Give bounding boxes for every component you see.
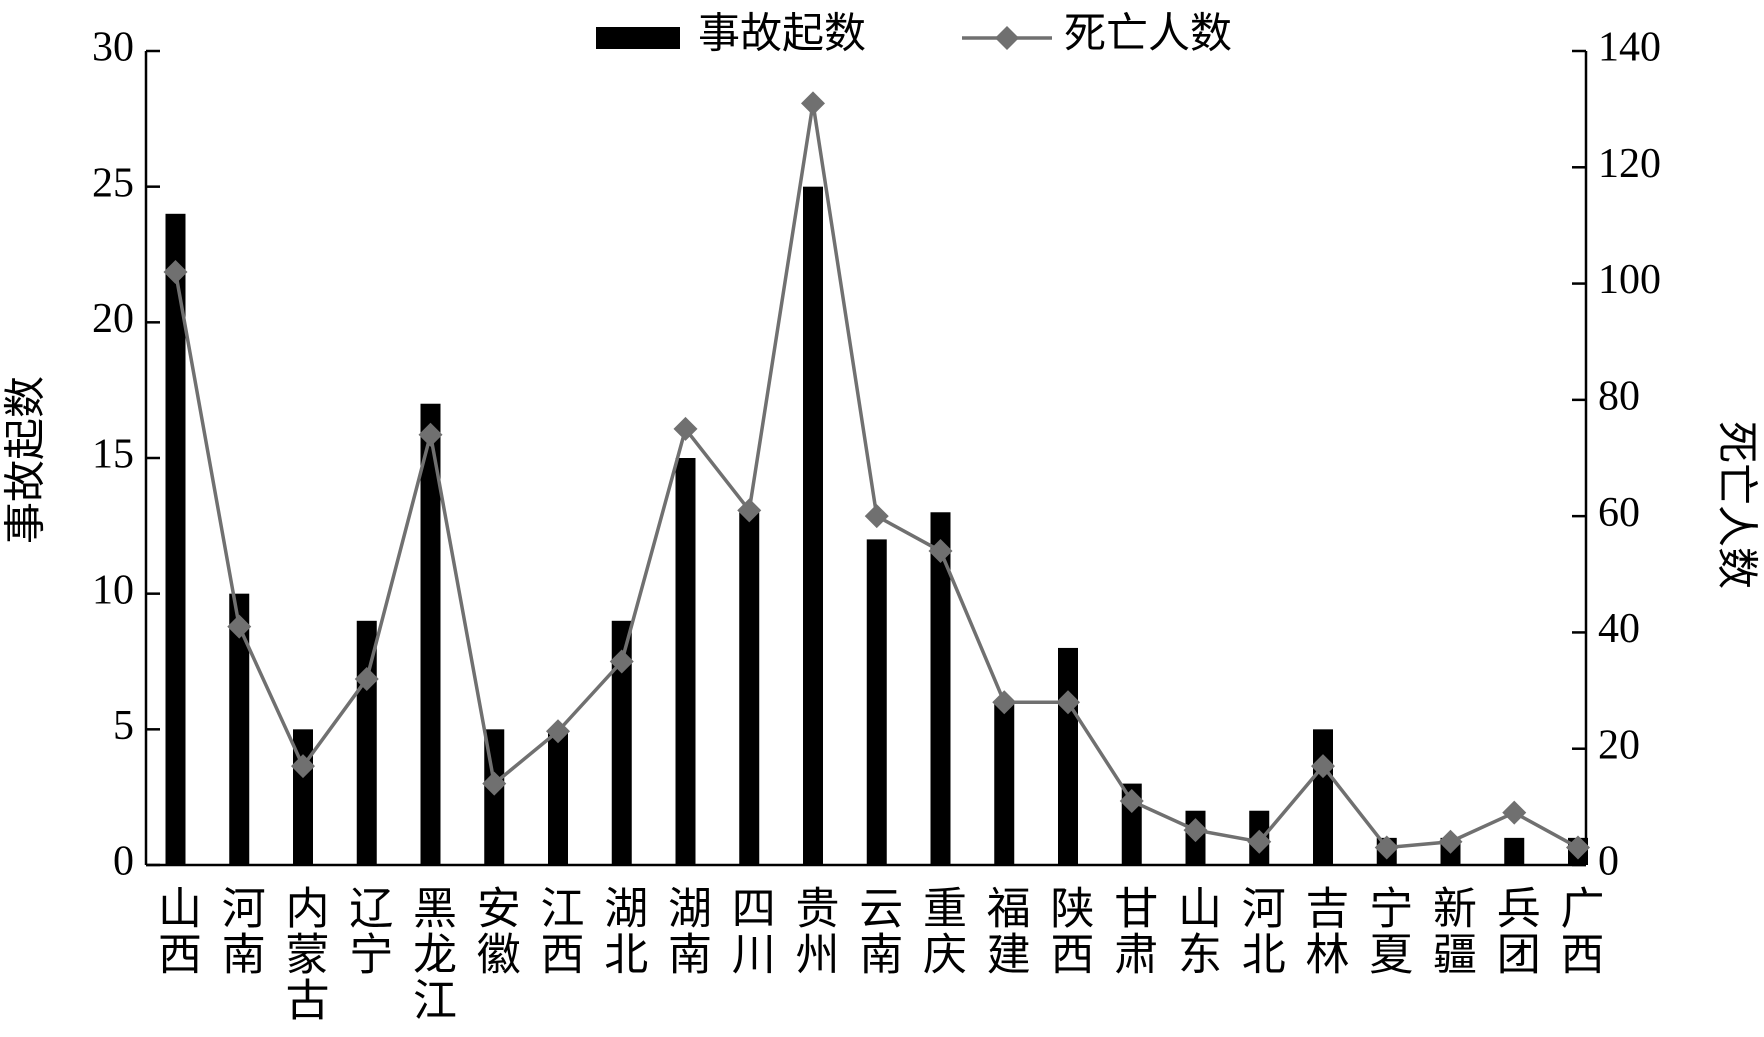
bar xyxy=(165,213,186,866)
x-tick-label: 辽宁 xyxy=(342,885,392,977)
marker xyxy=(1247,829,1272,854)
y-tick-label: 0 xyxy=(113,839,134,885)
y-tick-label: 15 xyxy=(92,432,134,478)
x-tick-label: 江西 xyxy=(534,885,584,977)
x-tick-label: 广西 xyxy=(1554,885,1604,977)
x-tick-label: 山东 xyxy=(1171,885,1220,977)
bar xyxy=(930,512,951,865)
marker xyxy=(546,719,570,744)
bar xyxy=(548,729,568,865)
y-tick-label: 10 xyxy=(92,567,134,613)
x-tick-label: 甘肃 xyxy=(1107,885,1157,977)
x-tick-label: 山西 xyxy=(151,885,200,977)
legend-marker xyxy=(995,26,1019,50)
bar xyxy=(994,702,1015,865)
y2-tick-label: 40 xyxy=(1598,606,1640,652)
y2-tick-label: 60 xyxy=(1598,490,1640,536)
marker xyxy=(1119,789,1144,814)
marker xyxy=(418,422,443,447)
y2-tick-label: 80 xyxy=(1598,373,1640,419)
bar xyxy=(739,512,760,865)
bar xyxy=(866,539,887,865)
bar xyxy=(675,458,696,865)
bar xyxy=(611,620,632,865)
marker xyxy=(1502,800,1527,825)
y2-axis-label: 死亡人数 xyxy=(1712,421,1758,589)
x-tick-label: 重庆 xyxy=(916,885,966,977)
marker xyxy=(1438,829,1463,854)
marker xyxy=(928,539,953,564)
marker xyxy=(609,649,634,674)
bar xyxy=(1058,647,1078,865)
y2-tick-label: 100 xyxy=(1598,257,1661,303)
marker xyxy=(1183,818,1208,843)
x-tick-label: 吉林 xyxy=(1299,885,1349,977)
x-tick-label: 河南 xyxy=(215,885,265,977)
x-tick-label: 贵州 xyxy=(789,885,839,977)
bar xyxy=(420,403,441,865)
y2-tick-label: 0 xyxy=(1598,839,1619,885)
x-tick-label: 安徽 xyxy=(470,885,521,977)
y-tick-label: 20 xyxy=(92,296,134,342)
x-tick-label: 陕西 xyxy=(1044,885,1093,977)
marker xyxy=(163,259,188,284)
x-tick-label: 湖北 xyxy=(597,885,647,977)
marker xyxy=(864,504,889,529)
x-tick-label: 宁夏 xyxy=(1362,885,1412,977)
x-tick-label: 黑龙江 xyxy=(406,885,456,1023)
y-tick-label: 30 xyxy=(92,25,134,71)
marker xyxy=(354,666,379,691)
marker xyxy=(801,91,825,116)
x-tick-label: 新疆 xyxy=(1426,885,1476,977)
marker xyxy=(673,416,698,441)
bar xyxy=(229,593,250,865)
marker xyxy=(291,754,315,779)
legend-label: 事故起数 xyxy=(698,12,866,58)
y2-tick-label: 140 xyxy=(1598,25,1661,71)
y-tick-label: 25 xyxy=(92,160,134,206)
x-tick-label: 云南 xyxy=(852,885,901,977)
x-tick-label: 福建 xyxy=(980,885,1031,977)
marker xyxy=(1374,835,1399,860)
legend-label: 死亡人数 xyxy=(1064,12,1232,58)
legend-swatch xyxy=(596,27,680,49)
marker xyxy=(737,498,762,523)
bar xyxy=(1504,837,1525,865)
bar xyxy=(803,186,823,865)
marker xyxy=(1566,835,1590,860)
marker xyxy=(227,614,252,639)
y2-tick-label: 20 xyxy=(1598,722,1640,768)
x-tick-label: 湖南 xyxy=(661,885,711,977)
marker xyxy=(1311,754,1335,779)
marker xyxy=(482,771,507,796)
x-tick-label: 内蒙古 xyxy=(279,885,328,1023)
y-tick-label: 5 xyxy=(113,703,134,749)
marker xyxy=(1056,690,1080,715)
x-tick-label: 河北 xyxy=(1235,885,1285,977)
y-axis-label: 事故起数 xyxy=(4,376,50,544)
marker xyxy=(992,690,1017,715)
x-tick-label: 四川 xyxy=(725,885,775,977)
bar xyxy=(1313,729,1333,865)
x-tick-label: 兵团 xyxy=(1490,885,1539,977)
y2-tick-label: 120 xyxy=(1598,141,1661,187)
